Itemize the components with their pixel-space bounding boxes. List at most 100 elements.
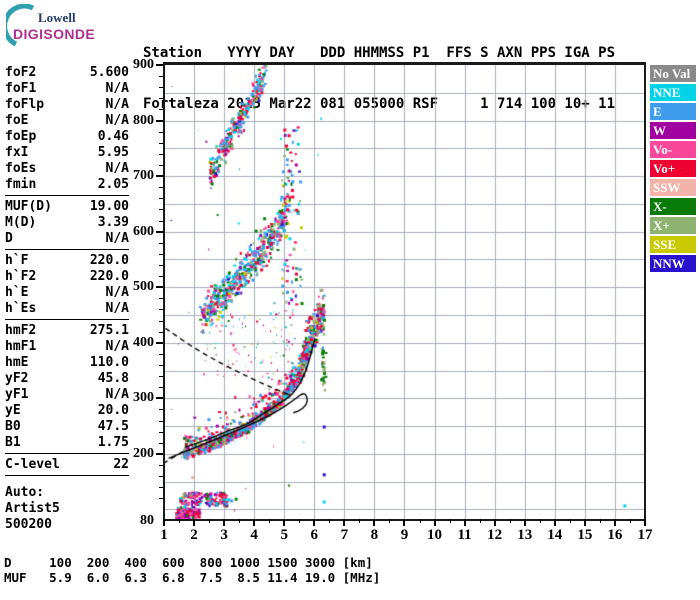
y-axis-minor-tick — [159, 431, 163, 433]
parameter-label: yF2 — [5, 371, 29, 386]
y-axis-tick — [156, 452, 163, 455]
x-axis-minor-tick — [299, 519, 301, 523]
parameter-row: D N/A — [5, 231, 129, 247]
y-axis-tick-label: 400 — [133, 334, 154, 350]
legend-item: No Val — [650, 65, 696, 82]
x-axis-tick-label: 3 — [220, 527, 228, 543]
parameter-label: foF1 — [5, 81, 37, 96]
legend-item: SSE — [650, 236, 696, 253]
parameter-row: foE N/A — [5, 113, 129, 129]
legend-item: NNW — [650, 255, 696, 272]
x-axis-minor-tick — [359, 519, 361, 523]
parameter-row: foEs N/A — [5, 161, 129, 177]
parameter-label: h`E — [5, 285, 29, 300]
x-axis-tick-label: 11 — [457, 527, 472, 543]
parameter-value: 22 — [113, 457, 129, 472]
parameter-value: 47.5 — [97, 419, 129, 434]
x-axis-minor-tick — [449, 519, 451, 523]
y-axis-minor-tick — [159, 253, 163, 255]
parameter-label: foF2 — [5, 65, 37, 80]
parameter-value: 3.39 — [97, 215, 129, 230]
parameter-label: C-level — [5, 457, 60, 472]
x-axis-tick-label: 4 — [250, 527, 258, 543]
y-axis-tick-label: 300 — [133, 390, 154, 406]
parameter-row: yE 20.0 — [5, 403, 129, 419]
parameter-row: h`F2 220.0 — [5, 269, 129, 285]
lowell-digisonde-logo: Lowell DIGISONDE — [6, 4, 118, 48]
parameter-row: fxI 5.95 — [5, 145, 129, 161]
x-axis-tick — [163, 519, 165, 526]
y-axis-tick-label: 500 — [133, 279, 154, 295]
x-axis-tick-label: 8 — [370, 527, 379, 543]
y-axis-tick — [156, 230, 163, 233]
parameter-label: foFlp — [5, 97, 45, 112]
logo-digisonde-text: DIGISONDE — [13, 26, 96, 42]
x-axis-minor-tick — [179, 519, 181, 523]
x-axis-tick — [403, 519, 406, 526]
parameter-value: 45.8 — [97, 371, 129, 386]
parameter-row: foFlp N/A — [5, 97, 129, 113]
legend-item: X+ — [650, 217, 696, 234]
parameter-value: 5.600 — [89, 65, 129, 80]
y-axis-minor-tick — [159, 376, 163, 378]
y-axis-minor-tick — [159, 476, 163, 478]
legend-item: Vo+ — [650, 160, 696, 177]
parameter-value: N/A — [105, 285, 129, 300]
x-axis-tick — [553, 519, 556, 526]
y-axis-tick — [156, 64, 163, 66]
x-axis-tick-label: 15 — [577, 527, 593, 543]
y-axis-minor-tick — [159, 387, 163, 389]
x-axis-tick-label: 6 — [310, 527, 319, 543]
parameter-row: h`Es N/A — [5, 301, 129, 317]
x-axis-tick — [433, 519, 436, 526]
x-axis-minor-tick — [269, 519, 271, 523]
parameter-label: B1 — [5, 435, 21, 450]
panel-divider — [5, 475, 129, 476]
x-axis-tick-label: 2 — [190, 527, 198, 543]
y-axis-tick — [156, 175, 163, 178]
parameter-label: fxI — [5, 145, 29, 160]
parameter-value: 19.00 — [89, 199, 129, 214]
x-axis-minor-tick — [329, 519, 331, 523]
x-axis-tick-label: 1 — [160, 527, 168, 543]
legend-item: NNE — [650, 84, 696, 101]
y-axis-minor-tick — [159, 276, 163, 278]
x-axis-minor-tick — [509, 519, 511, 523]
y-axis-minor-tick — [159, 442, 163, 444]
x-axis-minor-tick — [389, 519, 391, 523]
legend-item: E — [650, 103, 696, 120]
parameter-label: foEs — [5, 161, 37, 176]
parameter-label: M(D) — [5, 215, 37, 230]
logo-swoosh-icon — [6, 4, 35, 47]
x-axis-minor-tick — [599, 519, 601, 523]
x-axis-tick — [613, 519, 616, 526]
panel-divider — [5, 453, 129, 454]
x-axis-minor-tick — [569, 519, 571, 523]
parameter-label: hmE — [5, 355, 29, 370]
parameter-value: N/A — [105, 161, 129, 176]
x-axis-tick-label: 5 — [280, 527, 288, 543]
parameter-row: foEp 0.46 — [5, 129, 129, 145]
x-axis-minor-tick — [479, 519, 481, 523]
y-axis-tick — [156, 286, 163, 289]
x-axis-tick — [343, 519, 346, 526]
parameter-label: hmF1 — [5, 339, 37, 354]
parameter-value: 220.0 — [89, 253, 129, 268]
y-axis-tick-label: 80 — [140, 512, 154, 528]
x-axis-tick — [643, 519, 646, 526]
autoscaling-info-line: 500200 — [5, 517, 52, 532]
parameter-row: h`E N/A — [5, 285, 129, 301]
autoscaling-info: Auto: Artist5 500200 — [5, 485, 129, 533]
parameter-row: B0 47.5 — [5, 419, 129, 435]
y-axis-minor-tick — [159, 76, 163, 78]
y-axis-minor-tick — [159, 209, 163, 211]
parameter-value: 20.0 — [97, 403, 129, 418]
x-axis-minor-tick — [419, 519, 421, 523]
y-axis-minor-tick — [159, 309, 163, 311]
parameter-value: 2.05 — [97, 177, 129, 192]
parameter-row: fmin 2.05 — [5, 177, 129, 193]
y-axis-minor-tick — [159, 353, 163, 355]
x-axis-tick — [523, 519, 526, 526]
ionogram-canvas — [165, 65, 644, 519]
